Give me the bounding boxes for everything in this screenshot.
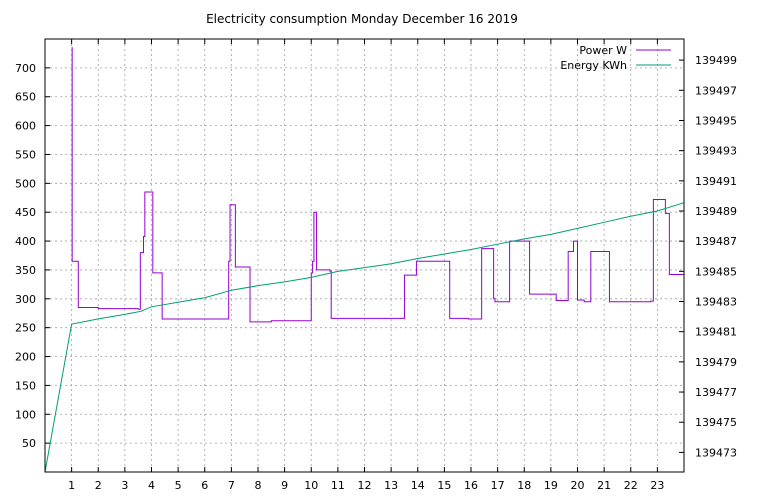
- series-layer: [44, 47, 685, 473]
- y-tick-label: 300: [15, 293, 36, 306]
- legend-label: Energy KWh: [560, 59, 627, 72]
- y2-tick-label: 139481: [695, 326, 737, 339]
- y-tick-label: 600: [15, 120, 36, 133]
- x-tick-label: 5: [175, 479, 182, 492]
- y-tick-label: 650: [15, 91, 36, 104]
- y2-tick-label: 139495: [695, 114, 737, 127]
- x-tick-label: 17: [491, 479, 505, 492]
- x-tick-label: 11: [331, 479, 345, 492]
- legend-label: Power W: [579, 44, 627, 57]
- x-tick-label: 1: [68, 479, 75, 492]
- y2-tick-label: 139487: [695, 235, 737, 248]
- grid-layer: [45, 39, 684, 472]
- y-tick-label: 50: [22, 437, 36, 450]
- x-tick-label: 21: [597, 479, 611, 492]
- y-tick-label: 500: [15, 177, 36, 190]
- y2-tick-label: 139475: [695, 416, 737, 429]
- x-tick-label: 13: [384, 479, 398, 492]
- legend: Power W Energy KWh: [560, 44, 671, 72]
- y2-tick-label: 139477: [695, 386, 737, 399]
- y2-tick-label: 139485: [695, 265, 737, 278]
- x-tick-label: 12: [358, 479, 372, 492]
- y-tick-label: 400: [15, 235, 36, 248]
- y-tick-label: 250: [15, 322, 36, 335]
- y2-tick-label: 139499: [695, 54, 737, 67]
- series-energy-kwhline: [44, 202, 685, 473]
- chart-title: Electricity consumption Monday December …: [206, 12, 518, 26]
- y2-tick-label: 139483: [695, 296, 737, 309]
- y-tick-label: 150: [15, 379, 36, 392]
- x-tick-label: 6: [201, 479, 208, 492]
- x-tick-label: 8: [255, 479, 262, 492]
- x-tick-label: 18: [517, 479, 531, 492]
- y-tick-label: 350: [15, 264, 36, 277]
- y-tick-label: 200: [15, 351, 36, 364]
- x-tick-label: 2: [95, 479, 102, 492]
- x-tick-label: 9: [281, 479, 288, 492]
- y-tick-label: 100: [15, 408, 36, 421]
- y2-tick-label: 139473: [695, 446, 737, 459]
- x-tick-label: 15: [437, 479, 451, 492]
- x-tick-label: 4: [148, 479, 155, 492]
- x-tick-label: 22: [624, 479, 638, 492]
- y-tick-label: 450: [15, 206, 36, 219]
- y2-tick-label: 139497: [695, 84, 737, 97]
- x-tick-label: 19: [544, 479, 558, 492]
- y2-tick-label: 139489: [695, 205, 737, 218]
- y2-tick-label: 139479: [695, 356, 737, 369]
- x-tick-label: 3: [121, 479, 128, 492]
- x-tick-label: 23: [650, 479, 664, 492]
- y-tick-label: 550: [15, 148, 36, 161]
- y-tick-label: 700: [15, 62, 36, 75]
- series-power-wline: [71, 47, 684, 323]
- x-tick-label: 10: [304, 479, 318, 492]
- y2-tick-label: 139491: [695, 175, 737, 188]
- x-tick-label: 14: [411, 479, 425, 492]
- x-tick-label: 7: [228, 479, 235, 492]
- x-tick-label: 20: [571, 479, 585, 492]
- y2-tick-label: 139493: [695, 145, 737, 158]
- x-tick-label: 16: [464, 479, 478, 492]
- axis-layer: 1 2 3 4 5 6 7 8 9 10 11 12 13 14 15 16 17 18 19 20 21 22 23501…: [15, 39, 737, 492]
